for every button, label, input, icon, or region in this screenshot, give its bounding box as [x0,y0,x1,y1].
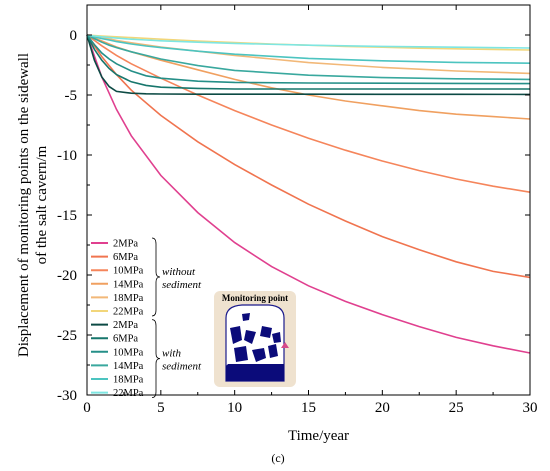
legend-group-label: with [162,348,181,360]
series-line-with-10mpa [86,34,531,85]
legend-group-label: without [162,266,196,278]
legend-label: 14MPa [113,361,144,372]
series-line-without-6mpa [86,34,531,279]
monitoring-point-inset: Monitoring point [214,291,296,387]
x-tick-label: 30 [523,400,538,416]
series-line-with-14mpa [86,34,531,81]
salt-sediment-block [268,344,278,358]
legend-label: 18MPa [113,293,144,304]
salt-sediment-block [226,364,284,381]
salt-sediment-block [234,346,248,362]
series-line-without-18mpa [86,34,531,75]
figure-caption: (c) [271,451,284,465]
legend: 2MPa 6MPa 10MPa 14MPa 18MPa 22MPa 2MPa 6MPa 10MP… [91,237,202,399]
salt-sediment-block [252,348,266,362]
y-tick-label: -20 [57,268,77,284]
y-tick-label: -25 [57,328,77,344]
plot-frame [86,4,531,396]
x-tick-label: 15 [301,400,316,416]
monitoring-point-marker [281,342,289,348]
y-tick-label: 0 [70,28,78,44]
y-tick-label: -30 [57,388,77,404]
cavern-outline [225,304,285,382]
y-tick-label: -15 [57,208,77,224]
legend-label: 22MPa [113,388,144,399]
salt-sediment-block [242,313,250,321]
series-group [86,34,531,354]
salt-sediment-block [230,326,242,344]
y-axis-title-line-1: Displacement of monitoring points on the… [16,53,32,357]
legend-label: 2MPa [113,320,138,331]
y-tick-label: -5 [65,88,78,104]
legend-label: 6MPa [113,252,138,263]
legend-group-label: sediment [162,279,202,291]
x-tick-label: 0 [83,400,91,416]
series-line-with-22mpa [86,34,531,49]
y-axis-title-line-2: of the salt cavern/m [34,145,50,264]
series-line-with-2mpa [86,34,531,96]
legend-label: 2MPa [113,239,138,250]
series-line-without-10mpa [86,34,531,193]
salt-sediment-block [244,330,256,344]
y-tick-label: -10 [57,148,77,164]
x-tick-label: 20 [375,400,390,416]
legend-label: 10MPa [113,266,144,277]
inset-title: Monitoring point [222,293,288,303]
legend-label: 18MPa [113,375,144,386]
x-axis-title: Time/year [288,428,349,444]
legend-group-label: sediment [162,361,202,373]
legend-label: 6MPa [113,334,138,345]
salt-sediment-block [272,332,281,343]
legend-group-brace [151,319,161,398]
salt-sediment-block [260,326,272,338]
x-tick-label: 5 [157,400,165,416]
legend-label: 10MPa [113,347,144,358]
x-tick-label: 25 [449,400,464,416]
x-tick-label: 10 [227,400,242,416]
legend-label: 22MPa [113,307,144,318]
legend-label: 14MPa [113,279,144,290]
series-line-without-2mpa [86,34,531,354]
legend-group-brace [151,237,161,317]
series-line-with-6mpa [86,34,530,90]
series-line-with-18mpa [86,34,531,64]
